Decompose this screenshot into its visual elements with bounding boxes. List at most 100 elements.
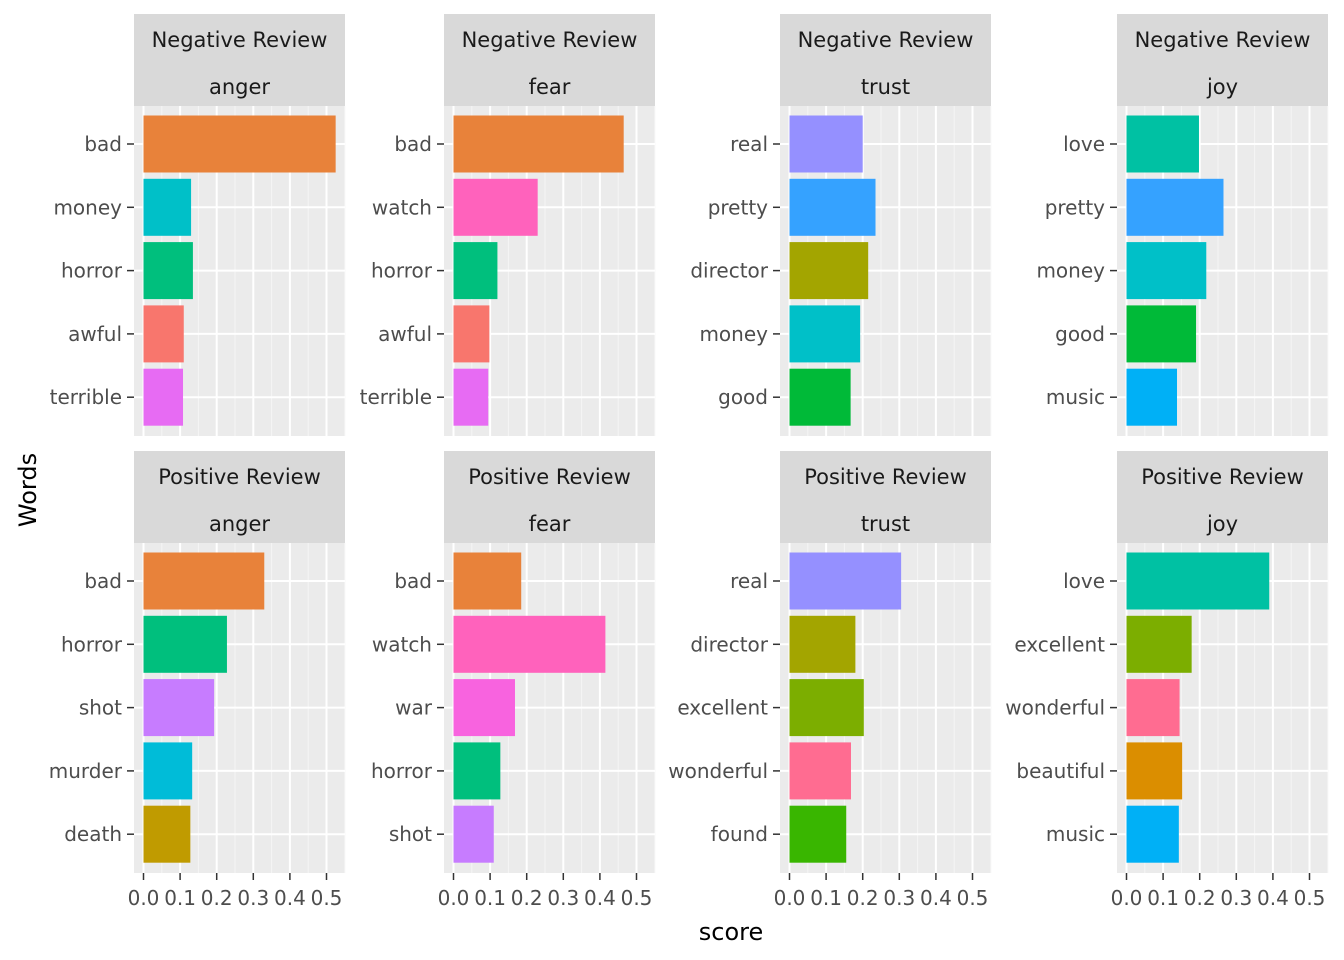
x-tick-label: 0.2: [1184, 886, 1216, 910]
y-tick-label: director: [690, 632, 768, 656]
y-tick-label: excellent: [677, 696, 768, 720]
y-tick-label: pretty: [1045, 195, 1105, 219]
facet-strip-emotion-label: fear: [529, 512, 571, 536]
bar: [143, 115, 336, 173]
bar: [1126, 552, 1270, 610]
facet-strip: [780, 451, 991, 543]
y-tick-label: awful: [68, 322, 122, 346]
x-tick-label: 0.2: [511, 886, 543, 910]
x-tick-label: 0.3: [883, 886, 915, 910]
x-tick-label: 0.0: [774, 886, 806, 910]
x-tick-label: 0.0: [128, 886, 160, 910]
bar: [143, 742, 193, 800]
bar: [1126, 615, 1192, 673]
x-tick-label: 0.4: [584, 886, 616, 910]
bar: [789, 615, 856, 673]
y-tick-label: money: [1036, 259, 1105, 283]
x-tick-label: 0.4: [920, 886, 952, 910]
y-tick-label: money: [53, 195, 122, 219]
y-tick-label: excellent: [1014, 632, 1105, 656]
facet-strip-emotion-label: joy: [1206, 512, 1238, 536]
y-tick-label: war: [395, 696, 433, 720]
y-tick-label: music: [1046, 822, 1105, 846]
facet-strip-review-label: Negative Review: [462, 28, 638, 52]
y-tick-label: awful: [378, 322, 432, 346]
y-tick-label: watch: [372, 632, 432, 656]
facet-strip-emotion-label: joy: [1206, 75, 1238, 99]
bar: [789, 305, 861, 363]
y-tick-label: found: [711, 822, 768, 846]
y-tick-label: shot: [79, 696, 122, 720]
y-tick-label: terrible: [50, 385, 122, 409]
y-tick-label: death: [64, 822, 122, 846]
y-tick-label: love: [1063, 132, 1105, 156]
facet-panels: Negative Review anger bad money horror awful t…: [49, 14, 1329, 910]
y-tick-label: director: [690, 259, 768, 283]
x-tick-label: 0.3: [547, 886, 579, 910]
y-tick-label: horror: [371, 759, 433, 783]
y-tick-label: shot: [389, 822, 432, 846]
facet-strip-review-label: Positive Review: [804, 465, 967, 489]
facet-panel: Negative Review anger bad money horror awful t…: [50, 14, 346, 436]
x-tick-label: 0.5: [621, 886, 653, 910]
facet-strip: [444, 451, 655, 543]
bar: [143, 242, 193, 300]
y-tick-label: money: [699, 322, 768, 346]
bar: [143, 368, 184, 426]
bar: [1126, 679, 1180, 737]
bar: [453, 305, 490, 363]
x-tick-label: 0.3: [1220, 886, 1252, 910]
y-tick-label: bad: [394, 132, 432, 156]
x-tick-label: 0.5: [1294, 886, 1326, 910]
bar: [1126, 305, 1197, 363]
bar: [789, 115, 863, 173]
bar: [789, 679, 864, 737]
y-tick-label: watch: [372, 195, 432, 219]
facet-strip-review-label: Positive Review: [468, 465, 631, 489]
facet-panel: Positive Review trust real director excellen…: [668, 451, 992, 910]
bar: [453, 552, 522, 610]
bar: [453, 115, 624, 173]
bar: [789, 178, 876, 236]
bar: [1126, 242, 1207, 300]
bar: [1126, 805, 1179, 863]
x-tick-label: 0.0: [1111, 886, 1143, 910]
bar: [143, 679, 215, 737]
x-tick-label: 0.2: [201, 886, 233, 910]
facet-panel: Negative Review fear bad watch horror awful te…: [360, 14, 656, 436]
bar: [453, 178, 538, 236]
y-tick-label: bad: [84, 569, 122, 593]
facet-strip-review-label: Positive Review: [158, 465, 321, 489]
y-tick-label: horror: [61, 259, 123, 283]
bar: [1126, 115, 1199, 173]
bar: [453, 679, 515, 737]
x-tick-label: 0.2: [847, 886, 879, 910]
bar: [453, 615, 606, 673]
y-tick-label: real: [730, 569, 768, 593]
facet-strip-emotion-label: fear: [529, 75, 571, 99]
x-tick-label: 0.1: [810, 886, 842, 910]
bar: [1126, 178, 1224, 236]
bar: [789, 368, 851, 426]
y-tick-label: love: [1063, 569, 1105, 593]
facet-panel: Negative Review trust real pretty director mo…: [690, 14, 992, 436]
bar: [789, 242, 869, 300]
bar: [789, 805, 847, 863]
y-tick-label: wonderful: [668, 759, 768, 783]
facet-strip-emotion-label: anger: [209, 75, 270, 99]
bar: [143, 615, 227, 673]
facet-panel: Positive Review joy love excellent wonderful…: [1005, 451, 1329, 910]
x-tick-label: 0.3: [237, 886, 269, 910]
facet-panel: Positive Review anger bad horror shot murder d…: [49, 451, 346, 910]
y-tick-label: murder: [49, 759, 123, 783]
y-tick-label: beautiful: [1016, 759, 1105, 783]
facet-strip-review-label: Negative Review: [152, 28, 328, 52]
bar: [453, 805, 494, 863]
x-tick-label: 0.4: [274, 886, 306, 910]
bar: [143, 178, 192, 236]
x-tick-label: 0.5: [957, 886, 989, 910]
facet-strip: [444, 14, 655, 106]
facet-strip-emotion-label: anger: [209, 512, 270, 536]
x-tick-label: 0.4: [1257, 886, 1289, 910]
